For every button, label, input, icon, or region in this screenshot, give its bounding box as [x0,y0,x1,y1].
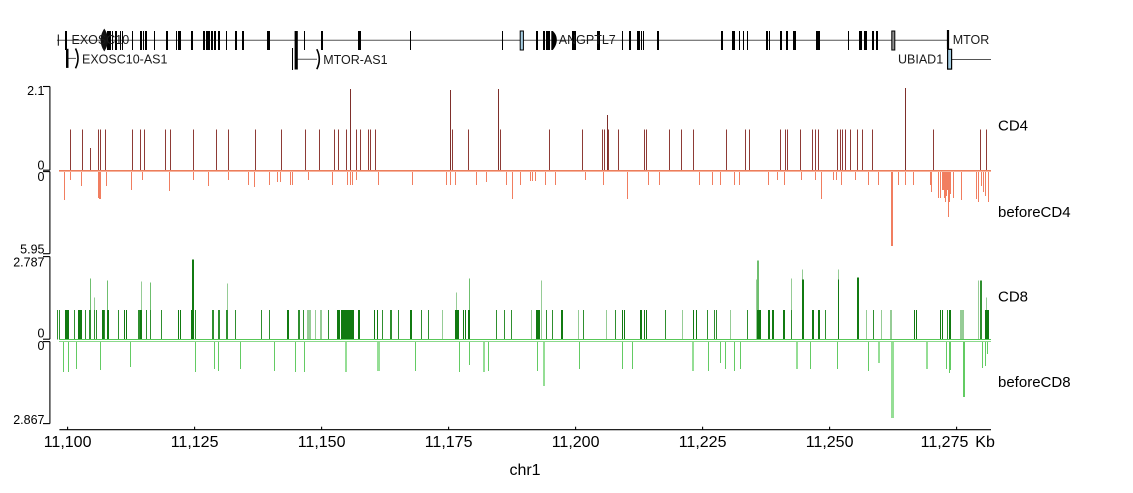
svg-text:CD8: CD8 [998,288,1028,305]
svg-text:5.95: 5.95 [20,243,44,257]
svg-text:0: 0 [38,339,45,353]
svg-text:chr1: chr1 [509,462,540,479]
svg-text:UBIAD1: UBIAD1 [898,52,943,66]
svg-text:MTOR-AS1: MTOR-AS1 [323,53,387,67]
svg-text:2.867: 2.867 [13,413,44,427]
svg-text:MTOR: MTOR [953,33,990,47]
svg-text:beforeCD4: beforeCD4 [998,204,1071,221]
svg-text:11,275: 11,275 [921,434,969,451]
svg-text:CD4: CD4 [998,118,1028,135]
svg-text:ANGPTL7: ANGPTL7 [559,33,616,47]
svg-text:0: 0 [38,159,45,173]
svg-text:11,150: 11,150 [298,434,346,451]
svg-text:EXOSC10-AS1: EXOSC10-AS1 [82,52,168,66]
svg-text:11,225: 11,225 [679,434,727,451]
svg-text:0: 0 [38,170,45,184]
svg-text:11,100: 11,100 [44,434,92,451]
svg-text:11,200: 11,200 [552,434,600,451]
svg-text:11,250: 11,250 [806,434,854,451]
svg-text:11,175: 11,175 [425,434,473,451]
svg-text:Kb: Kb [975,434,995,451]
svg-text:EXOSC10: EXOSC10 [72,33,130,47]
svg-text:0: 0 [38,327,45,341]
svg-text:11,125: 11,125 [171,434,219,451]
svg-text:beforeCD8: beforeCD8 [998,374,1071,391]
svg-text:2.1: 2.1 [27,84,44,98]
svg-text:2.787: 2.787 [13,255,44,269]
